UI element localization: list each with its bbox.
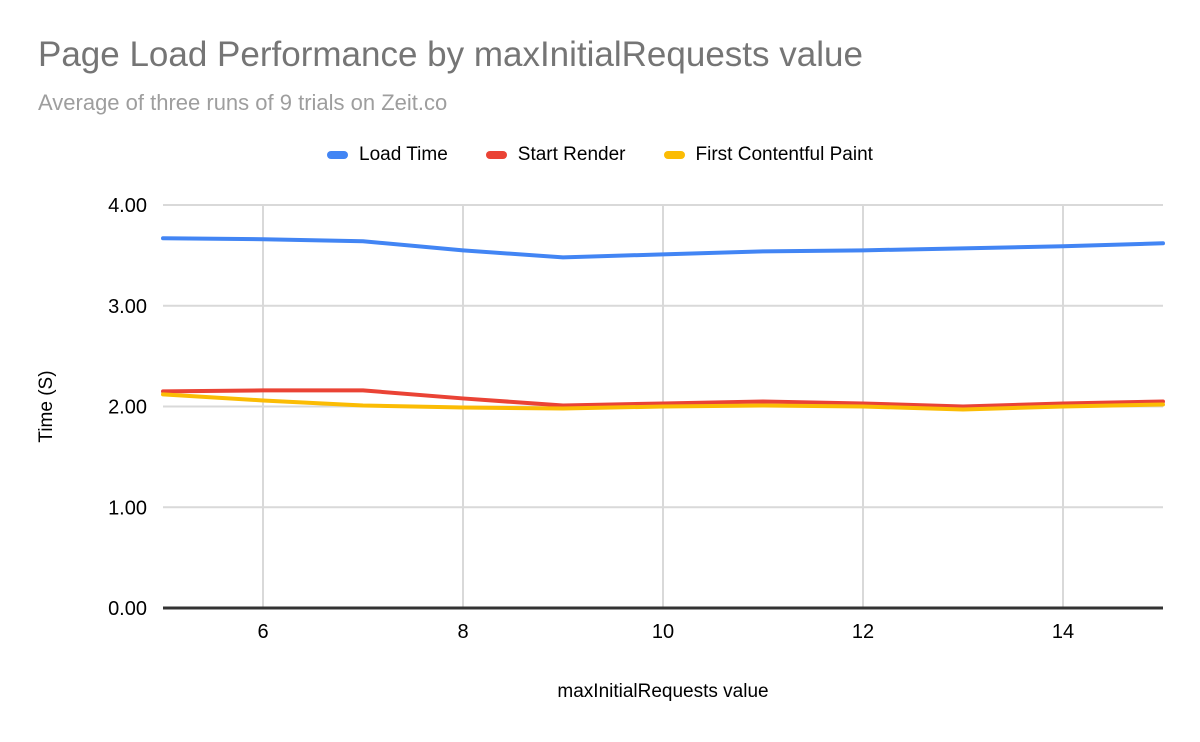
legend-swatch-load-time — [327, 151, 349, 159]
legend-label-first-contentful-paint: First Contentful Paint — [695, 144, 873, 165]
x-tick-label: 10 — [652, 621, 674, 643]
series-line-start-render — [161, 388, 1165, 409]
x-tick-label: 8 — [457, 621, 468, 643]
y-tick-label: 2.00 — [108, 397, 147, 419]
x-axis-title: maxInitialRequests value — [557, 681, 768, 702]
legend-item-first-contentful-paint: First Contentful Paint — [663, 144, 873, 166]
series-line-load-time — [161, 236, 1165, 260]
legend-swatch-first-contentful-paint — [663, 151, 685, 159]
legend-item-start-render: Start Render — [485, 144, 626, 166]
chart-title: Page Load Performance by maxInitialReque… — [38, 35, 863, 74]
y-tick-label: 4.00 — [108, 195, 147, 217]
y-tick-label: 0.00 — [108, 598, 147, 620]
legend-swatch-start-render — [485, 151, 507, 159]
chart-subtitle: Average of three runs of 9 trials on Zei… — [38, 90, 448, 115]
x-tick-label: 12 — [852, 621, 874, 643]
y-axis-title: Time (S) — [36, 370, 57, 442]
y-tick-label: 1.00 — [108, 497, 147, 519]
series-line-first-contentful-paint — [161, 392, 1165, 412]
x-tick-label: 6 — [257, 621, 268, 643]
y-tick-label: 3.00 — [108, 296, 147, 318]
legend: Load Time Start Render First Contentful … — [0, 144, 1200, 166]
x-tick-label: 14 — [1052, 621, 1074, 643]
legend-label-load-time: Load Time — [359, 144, 448, 165]
legend-item-load-time: Load Time — [327, 144, 448, 166]
legend-label-start-render: Start Render — [517, 144, 626, 165]
